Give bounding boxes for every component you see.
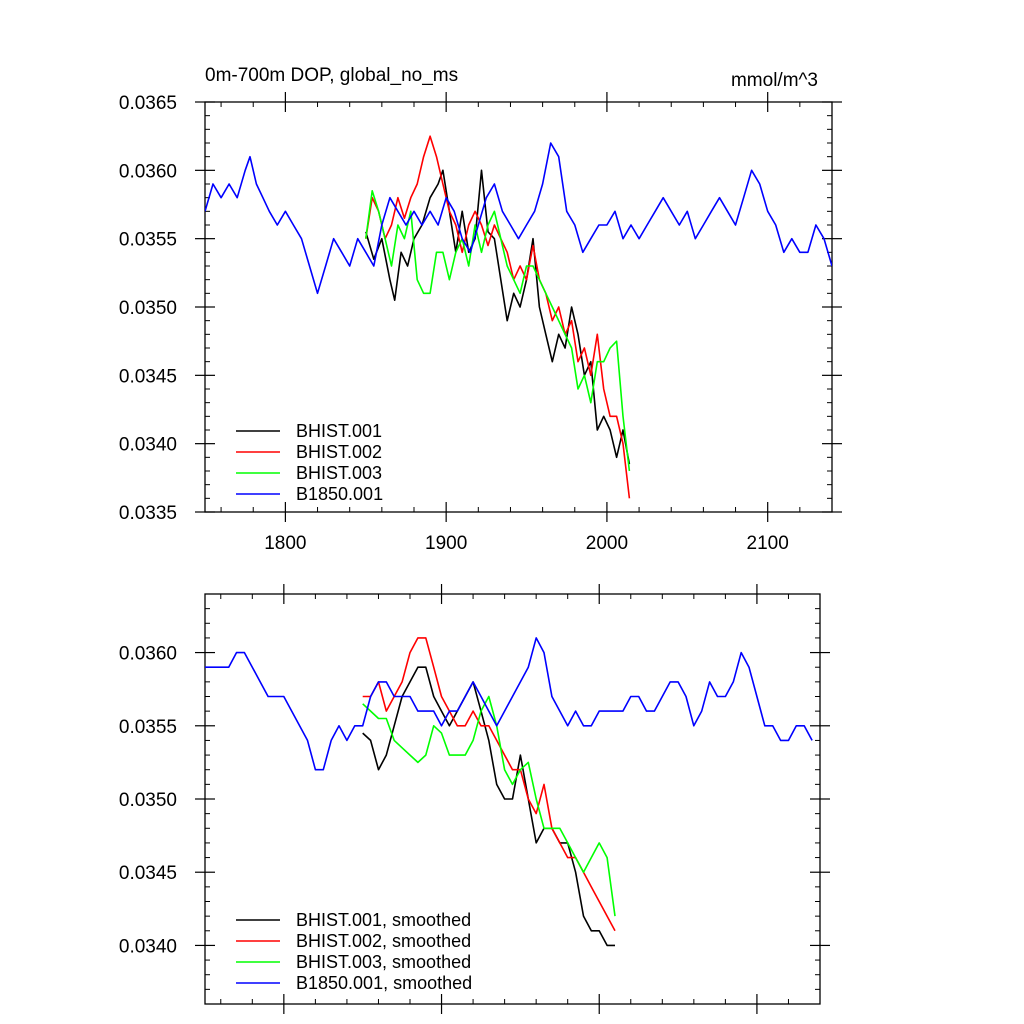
x-tick-label: 2000	[586, 533, 628, 554]
legend-label: B1850.001, smoothed	[296, 973, 472, 993]
chart-title: 0m-700m DOP, global_no_ms	[205, 65, 458, 86]
y-tick-label: 0.0345	[119, 366, 177, 387]
y-tick-label: 0.0355	[119, 230, 177, 251]
legend-label: BHIST.002, smoothed	[296, 931, 471, 951]
series-line-bhist-002-smoothed	[362, 637, 616, 932]
series-line-b1850-001	[205, 142, 832, 295]
series-line-b1850-001-smoothed	[205, 637, 813, 771]
x-tick-label: 1800	[264, 533, 306, 554]
series-line-bhist-003-smoothed	[362, 695, 616, 917]
y-tick-label: 0.0350	[119, 790, 177, 811]
bottom-panel: 0.0340 0.0345 0.0350 0.0355 0.0360 BHIST.001,…	[119, 584, 830, 1014]
legend-label: BHIST.003	[296, 463, 382, 483]
legend-label: BHIST.001	[296, 421, 382, 441]
x-tick-label: 2100	[747, 533, 789, 554]
legend-label: B1850.001	[296, 484, 383, 504]
y-tick-label: 0.0340	[119, 936, 177, 957]
series-line-bhist-001	[365, 169, 631, 465]
y-tick-label: 0.0360	[119, 644, 177, 665]
legend-label: BHIST.003, smoothed	[296, 952, 471, 972]
series-line-bhist-002	[365, 135, 631, 499]
y-tick-label: 0.0350	[119, 298, 177, 319]
y-tick-label: 0.0345	[119, 863, 177, 884]
series-line-bhist-001-smoothed	[362, 666, 615, 947]
y-tick-label: 0.0355	[119, 717, 177, 738]
top-panel: 1800 1900 2000 2100 0.0335 0.0340 0.0345 0.0350…	[119, 92, 842, 554]
x-tick-label: 1900	[425, 533, 467, 554]
y-tick-label: 0.0335	[119, 503, 177, 524]
y-tick-label: 0.0365	[119, 93, 177, 114]
y-tick-label: 0.0360	[119, 161, 177, 182]
legend-label: BHIST.001, smoothed	[296, 910, 471, 930]
legend-label: BHIST.002	[296, 442, 382, 462]
series-line-bhist-003	[365, 190, 631, 472]
chart-units: mmol/m^3	[731, 70, 818, 91]
y-tick-label: 0.0340	[119, 435, 177, 456]
